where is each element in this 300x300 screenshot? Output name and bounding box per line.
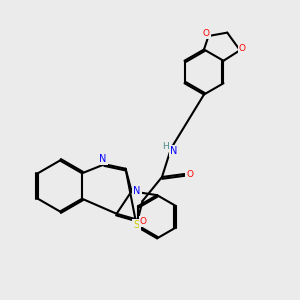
Text: N: N [133,186,141,196]
Text: O: O [203,29,210,38]
Text: O: O [238,44,246,53]
Text: S: S [134,220,140,230]
Text: N: N [99,154,107,164]
Text: O: O [186,169,193,178]
Text: O: O [140,217,146,226]
Text: N: N [170,146,178,156]
Text: H: H [162,142,169,151]
